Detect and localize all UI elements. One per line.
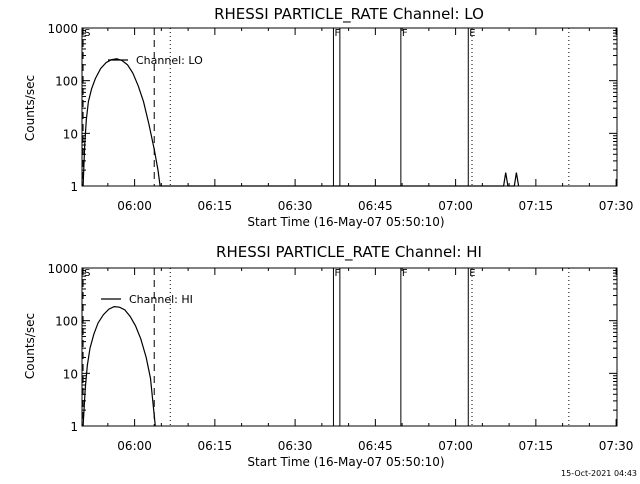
lo-plot-frame	[81, 27, 618, 187]
lo-x-axis-label: Start Time (16-May-07 05:50:10)	[247, 215, 444, 229]
lo-y-tick-label: 1000	[47, 22, 78, 36]
hi-marker-label: S	[84, 268, 90, 279]
lo-channel-panel: RHESSI PARTICLE_RATE Channel: LO Counts/…	[23, 5, 633, 229]
lo-y-tick-label: 100	[55, 75, 78, 89]
lo-x-tick-label: 07:15	[519, 199, 554, 213]
hi-y-tick-label: 1000	[47, 262, 78, 276]
lo-y-axis-label: Counts/sec	[23, 75, 37, 141]
hi-marker-label: F	[334, 268, 340, 279]
lo-marker-label: S	[84, 28, 90, 39]
lo-marker-label: F	[334, 28, 340, 39]
hi-x-tick-label: 07:15	[519, 439, 554, 453]
lo-y-tick-label: 1	[70, 180, 78, 194]
lo-legend-label: Channel: LO	[136, 54, 203, 67]
hi-legend-label: Channel: HI	[129, 293, 193, 306]
hi-x-tick-label: 06:45	[358, 439, 393, 453]
lo-x-tick-label: 06:30	[278, 199, 313, 213]
lo-x-tick-label: 07:00	[438, 199, 473, 213]
hi-x-axis-label: Start Time (16-May-07 05:50:10)	[247, 455, 444, 469]
hi-plot-frame	[81, 267, 618, 427]
hi-chart-title: RHESSI PARTICLE_RATE Channel: HI	[216, 243, 482, 262]
hi-y-tick-label: 100	[55, 315, 78, 329]
lo-y-tick-label: 10	[63, 127, 78, 141]
hi-marker-label: E	[469, 268, 475, 279]
lo-x-tick-label: 06:00	[117, 199, 152, 213]
lo-marker-label: F	[402, 28, 408, 39]
hi-x-tick-label: 06:30	[278, 439, 313, 453]
hi-x-tick-label: 07:00	[438, 439, 473, 453]
hi-x-tick-label: 06:15	[198, 439, 233, 453]
lo-marker-label: E	[469, 28, 475, 39]
hi-marker-label: F	[402, 268, 408, 279]
lo-x-tick-label: 07:30	[599, 199, 634, 213]
lo-x-tick-label: 06:15	[198, 199, 233, 213]
footer-timestamp: 15-Oct-2021 04:43	[561, 469, 637, 478]
lo-x-tick-label: 06:45	[358, 199, 393, 213]
hi-series-line	[82, 305, 156, 427]
hi-channel-panel: RHESSI PARTICLE_RATE Channel: HI Counts/…	[23, 243, 633, 469]
hi-x-tick-label: 07:30	[599, 439, 634, 453]
hi-y-axis-label: Counts/sec	[23, 313, 37, 379]
lo-chart-title: RHESSI PARTICLE_RATE Channel: LO	[214, 5, 484, 24]
hi-x-tick-label: 06:00	[117, 439, 152, 453]
hi-y-tick-label: 10	[63, 367, 78, 381]
lo-series-line	[82, 58, 520, 187]
hi-y-tick-label: 1	[70, 420, 78, 434]
